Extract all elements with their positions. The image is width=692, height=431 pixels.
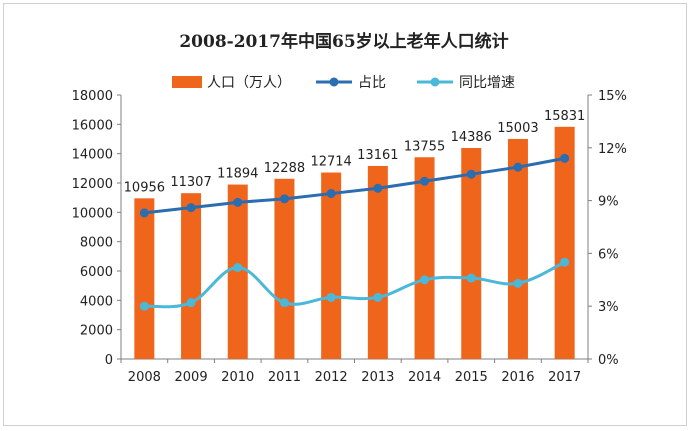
bar (321, 172, 342, 359)
bar-data-label: 15003 (497, 121, 538, 136)
share-point (139, 208, 149, 218)
growth-rate-point (233, 262, 243, 272)
x-tick-label: 2014 (408, 370, 441, 385)
chart-frame: 2008-2017年中国65岁以上老年人口统计 人口（万人） 占比 同比增速 0 20… (3, 3, 687, 426)
y-left-tick-label: 0 (105, 353, 113, 368)
bar-data-label: 15831 (544, 109, 585, 124)
share-point (186, 203, 196, 213)
data-labels: 10956 11307 11894 12288 12714 13161 13755 14386… (124, 109, 586, 196)
chart-svg: 2008-2017年中国65岁以上老年人口统计 人口（万人） 占比 同比增速 0 20… (72, 31, 627, 385)
growth-rate-point (560, 257, 570, 267)
bar-data-label: 14386 (451, 130, 492, 145)
bar (134, 198, 155, 359)
share-line (144, 156, 565, 215)
x-tick-label: 2017 (548, 370, 581, 385)
y-right-tick-label: 6% (598, 247, 619, 262)
x-tick-label: 2012 (315, 370, 348, 385)
y-right-tick-label: 0% (598, 353, 619, 368)
legend-label-population: 人口（万人） (207, 75, 291, 91)
bar (274, 178, 295, 359)
y-left-tick-label: 16000 (72, 118, 113, 133)
y-right-tick-label: 15% (598, 89, 627, 104)
bar (461, 148, 482, 359)
x-tick-label: 2008 (128, 370, 161, 385)
bar-data-label: 12288 (264, 161, 305, 176)
bar-data-label: 11307 (170, 175, 211, 190)
y-left-tick-label: 4000 (80, 294, 113, 309)
growth-rate-point (373, 292, 383, 302)
y-left-tick-label: 6000 (80, 265, 113, 280)
growth-rate-point (186, 298, 196, 308)
legend-label-share: 占比 (358, 75, 386, 91)
y-left-tick-label: 2000 (80, 324, 113, 339)
axes: 0 2000 4000 6000 8000 10000 12000 14000 16000 180… (72, 89, 627, 385)
bar-data-label: 13161 (357, 148, 398, 163)
share-point (279, 194, 289, 204)
x-tick-label: 2016 (501, 370, 534, 385)
growth-rate-point (139, 301, 149, 311)
growth-rate-point (420, 275, 430, 285)
growth-rate-point (466, 273, 476, 283)
share-point (373, 183, 383, 193)
x-tick-label: 2011 (268, 370, 301, 385)
y-left-tick-label: 10000 (72, 206, 113, 221)
bar (507, 138, 528, 359)
growth-rate-line (144, 260, 566, 309)
growth-rate-point (326, 292, 336, 302)
legend: 人口（万人） 占比 同比增速 (172, 75, 515, 91)
legend-marker-growth (430, 77, 440, 87)
bar (367, 165, 388, 359)
share-point (233, 197, 243, 207)
legend-label-growth: 同比增速 (459, 75, 515, 91)
y-left-tick-label: 12000 (72, 177, 113, 192)
share-point (466, 169, 476, 179)
legend-marker-share (329, 77, 339, 87)
growth-rate-point (279, 298, 289, 308)
bars (134, 126, 575, 359)
share-point (326, 189, 336, 199)
bar-data-label: 12714 (310, 155, 351, 170)
y-left-tick-label: 8000 (80, 236, 113, 251)
y-left-tick-label: 18000 (72, 89, 113, 104)
bar (181, 193, 202, 359)
bar (414, 157, 435, 359)
x-tick-label: 2013 (361, 370, 394, 385)
lines (139, 153, 570, 311)
bar (554, 126, 575, 359)
y-right-tick-label: 12% (598, 142, 627, 157)
share-point (513, 162, 523, 172)
share-point (560, 153, 570, 163)
share-point (420, 176, 430, 186)
x-tick-label: 2009 (175, 370, 208, 385)
y-left-tick-label: 14000 (72, 148, 113, 163)
legend-swatch-population (172, 76, 202, 88)
growth-rate-point (513, 278, 523, 288)
bar-data-label: 13755 (404, 139, 445, 154)
x-tick-label: 2010 (221, 370, 254, 385)
bar-data-label: 11894 (217, 167, 258, 182)
x-tick-label: 2015 (455, 370, 488, 385)
bar-data-label: 10956 (124, 180, 165, 195)
y-right-tick-label: 9% (598, 195, 619, 210)
chart-title: 2008-2017年中国65岁以上老年人口统计 (179, 31, 508, 52)
y-right-tick-label: 3% (598, 300, 619, 315)
